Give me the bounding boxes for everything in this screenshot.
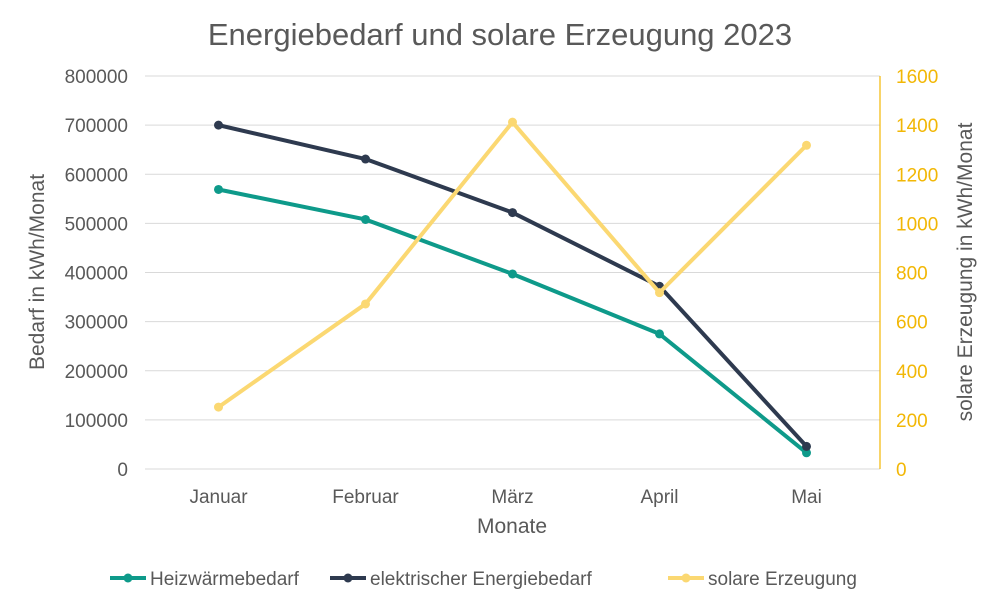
data-point-heizw-rmebedarf: [361, 214, 370, 224]
y2-tick-label: 200: [896, 411, 928, 432]
y2-tick-label: 1600: [896, 67, 938, 88]
y-tick-label: 100000: [65, 411, 128, 432]
y-tick-label: 600000: [65, 165, 128, 186]
legend-swatch-marker: [343, 573, 353, 583]
x-axis-label: Monate: [477, 515, 547, 538]
data-point-solare-erzeugung: [214, 402, 223, 412]
legend-swatch-marker: [123, 573, 133, 583]
y-tick-label: 500000: [65, 214, 128, 235]
y-tick-label: 200000: [65, 362, 128, 383]
data-point-heizw-rmebedarf: [802, 448, 811, 458]
y2-tick-label: 600: [896, 313, 928, 334]
y-tick-label: 400000: [65, 264, 128, 285]
data-point-elektrischer-energiebedarf: [508, 208, 517, 218]
legend-label: elektrischer Energiebedarf: [370, 569, 593, 590]
x-tick-label: Januar: [189, 487, 248, 508]
data-point-solare-erzeugung: [508, 117, 517, 127]
chart-title: Energiebedarf und solare Erzeugung 2023: [208, 17, 792, 52]
legend-label: Heizwärmebedarf: [150, 569, 300, 590]
y2-tick-label: 400: [896, 362, 928, 383]
y-tick-label: 0: [117, 460, 128, 481]
legend-label: solare Erzeugung: [708, 569, 857, 590]
x-tick-label: März: [491, 487, 533, 508]
data-point-solare-erzeugung: [802, 140, 811, 150]
x-tick-label: April: [640, 487, 678, 508]
data-point-heizw-rmebedarf: [214, 184, 223, 194]
x-tick-label: Mai: [791, 487, 822, 508]
y-tick-label: 800000: [65, 67, 128, 88]
y2-tick-label: 1200: [896, 165, 938, 186]
data-point-elektrischer-energiebedarf: [361, 154, 370, 164]
left-axis-ticks: 0 100000 200000 300000 400000 500000 600000 700…: [65, 67, 128, 481]
y-tick-label: 700000: [65, 116, 128, 137]
data-point-elektrischer-energiebedarf: [802, 441, 811, 451]
legend: Heizwärmebedarf elektrischer Energiebedar…: [110, 569, 857, 590]
y2-axis-label: solare Erzeugung in kWh/Monat: [954, 122, 977, 421]
data-point-elektrischer-energiebedarf: [214, 120, 223, 130]
data-point-solare-erzeugung: [655, 288, 664, 298]
y2-tick-label: 0: [896, 460, 907, 481]
y-axis-label: Bedarf in kWh/Monat: [26, 174, 49, 370]
data-point-heizw-rmebedarf: [508, 269, 517, 279]
y2-tick-label: 800: [896, 264, 928, 285]
series-line-solare-erzeugung: [216, 120, 809, 410]
y-tick-label: 300000: [65, 313, 128, 334]
legend-swatch-marker: [681, 573, 691, 583]
y2-tick-label: 1000: [896, 214, 938, 235]
x-axis-ticks: Januar Februar März April Mai: [189, 487, 821, 508]
x-tick-label: Februar: [332, 487, 399, 508]
right-axis-ticks: 0 200 400 600 800 1000 1200 1400 1600: [879, 67, 938, 481]
series-line-elektrischer-energiebedarf: [216, 123, 809, 449]
data-point-solare-erzeugung: [361, 299, 370, 309]
y2-tick-label: 1400: [896, 116, 938, 137]
series-lines: [214, 117, 811, 458]
data-point-heizw-rmebedarf: [655, 329, 664, 339]
